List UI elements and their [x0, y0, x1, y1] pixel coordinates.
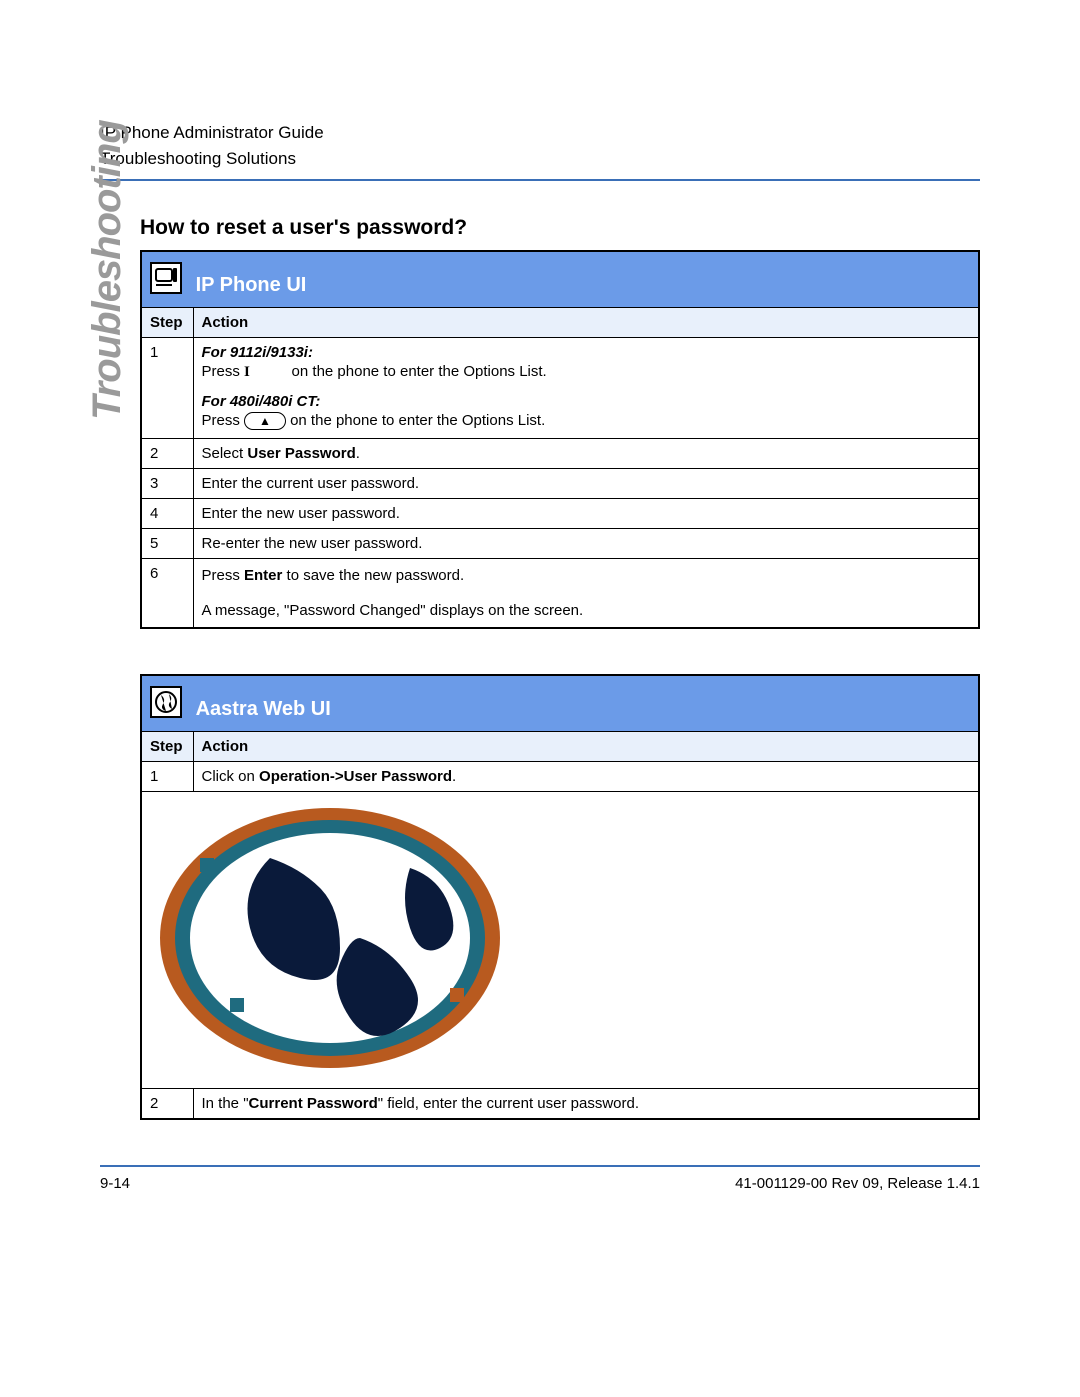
phone-row1-sub1-key: I	[244, 364, 250, 380]
table-row: 5 Re-enter the new user password.	[141, 529, 979, 559]
web-row2-prefix: In the "	[202, 1095, 249, 1112]
table-row: 1 For 9112i/9133i: Press I on the phone …	[141, 338, 979, 439]
aastra-web-ui-table: Aastra Web UI Step Action 1 Click on Ope…	[140, 674, 980, 1120]
phone-row1-sub2-prefix: Press	[202, 412, 245, 429]
web-row2-suffix: " field, enter the current user password…	[378, 1095, 639, 1112]
header-rule	[100, 179, 980, 181]
page-footer: 9-14 41-001129-00 Rev 09, Release 1.4.1	[100, 1175, 980, 1192]
globe-pixelated-icon	[150, 798, 510, 1078]
phone-action-4: Enter the new user password.	[193, 499, 979, 529]
phone-col-action: Action	[193, 308, 979, 338]
web-col-action: Action	[193, 732, 979, 762]
phone-step-6: 6	[141, 559, 193, 629]
web-step-1: 1	[141, 762, 193, 792]
options-key-icon: ▲	[244, 412, 286, 430]
phone-row1-sub2-title: For 480i/480i CT:	[202, 393, 971, 410]
phone-row6-bold: Enter	[244, 567, 282, 584]
header-line1: IP Phone Administrator Guide	[100, 120, 980, 146]
section-title: How to reset a user's password?	[140, 216, 980, 240]
ip-phone-ui-title: IP Phone UI	[196, 274, 307, 296]
table-row	[141, 792, 979, 1089]
phone-row2-bold: User Password	[247, 445, 355, 462]
phone-row6-suffix: to save the new password.	[282, 567, 464, 584]
phone-step-2: 2	[141, 439, 193, 469]
web-row1-suffix: .	[452, 768, 456, 785]
phone-row6-prefix: Press	[202, 567, 245, 584]
page-header: IP Phone Administrator Guide Troubleshoo…	[100, 120, 980, 171]
table-row: 3 Enter the current user password.	[141, 469, 979, 499]
footer-right: 41-001129-00 Rev 09, Release 1.4.1	[735, 1175, 980, 1192]
phone-col-step: Step	[141, 308, 193, 338]
table-row: 1 Click on Operation->User Password.	[141, 762, 979, 792]
phone-row1-sub1-title: For 9112i/9133i:	[202, 344, 971, 361]
header-line2: Troubleshooting Solutions	[100, 146, 980, 172]
footer-left: 9-14	[100, 1175, 130, 1192]
web-row1-prefix: Click on	[202, 768, 260, 785]
web-step-2: 2	[141, 1089, 193, 1120]
table-row: 2 Select User Password.	[141, 439, 979, 469]
phone-row6-line2: A message, "Password Changed" displays o…	[202, 602, 971, 619]
web-ui-title-cell: Aastra Web UI	[141, 675, 979, 732]
globe-icon	[150, 686, 182, 718]
phone-step-4: 4	[141, 499, 193, 529]
table-row: 4 Enter the new user password.	[141, 499, 979, 529]
web-row2-bold: Current Password	[249, 1095, 378, 1112]
phone-step-1: 1	[141, 338, 193, 439]
web-col-step: Step	[141, 732, 193, 762]
table-row: 2 In the "Current Password" field, enter…	[141, 1089, 979, 1120]
phone-action-5: Re-enter the new user password.	[193, 529, 979, 559]
phone-action-3: Enter the current user password.	[193, 469, 979, 499]
ip-phone-ui-table: IP Phone UI Step Action 1 For 9112i/9133…	[140, 250, 980, 629]
footer-rule	[100, 1165, 980, 1167]
phone-action-1: For 9112i/9133i: Press I on the phone to…	[193, 338, 979, 439]
web-action-2: In the "Current Password" field, enter t…	[193, 1089, 979, 1120]
phone-step-3: 3	[141, 469, 193, 499]
phone-step-5: 5	[141, 529, 193, 559]
phone-row2-suffix: .	[356, 445, 360, 462]
phone-icon	[150, 262, 182, 294]
phone-action-6: Press Enter to save the new password. A …	[193, 559, 979, 629]
side-label-troubleshooting: Troubleshooting	[85, 120, 130, 420]
ip-phone-ui-title-cell: IP Phone UI	[141, 251, 979, 308]
phone-action-2: Select User Password.	[193, 439, 979, 469]
web-action-1: Click on Operation->User Password.	[193, 762, 979, 792]
web-screenshot-cell	[141, 792, 979, 1089]
table-row: 6 Press Enter to save the new password. …	[141, 559, 979, 629]
phone-row1-sub1-suffix: on the phone to enter the Options List.	[292, 363, 547, 380]
phone-row1-sub2-suffix: on the phone to enter the Options List.	[290, 412, 545, 429]
phone-row1-sub1-prefix: Press	[202, 363, 245, 380]
web-row1-bold: Operation->User Password	[259, 768, 452, 785]
web-ui-title: Aastra Web UI	[196, 698, 331, 720]
phone-row2-prefix: Select	[202, 445, 248, 462]
